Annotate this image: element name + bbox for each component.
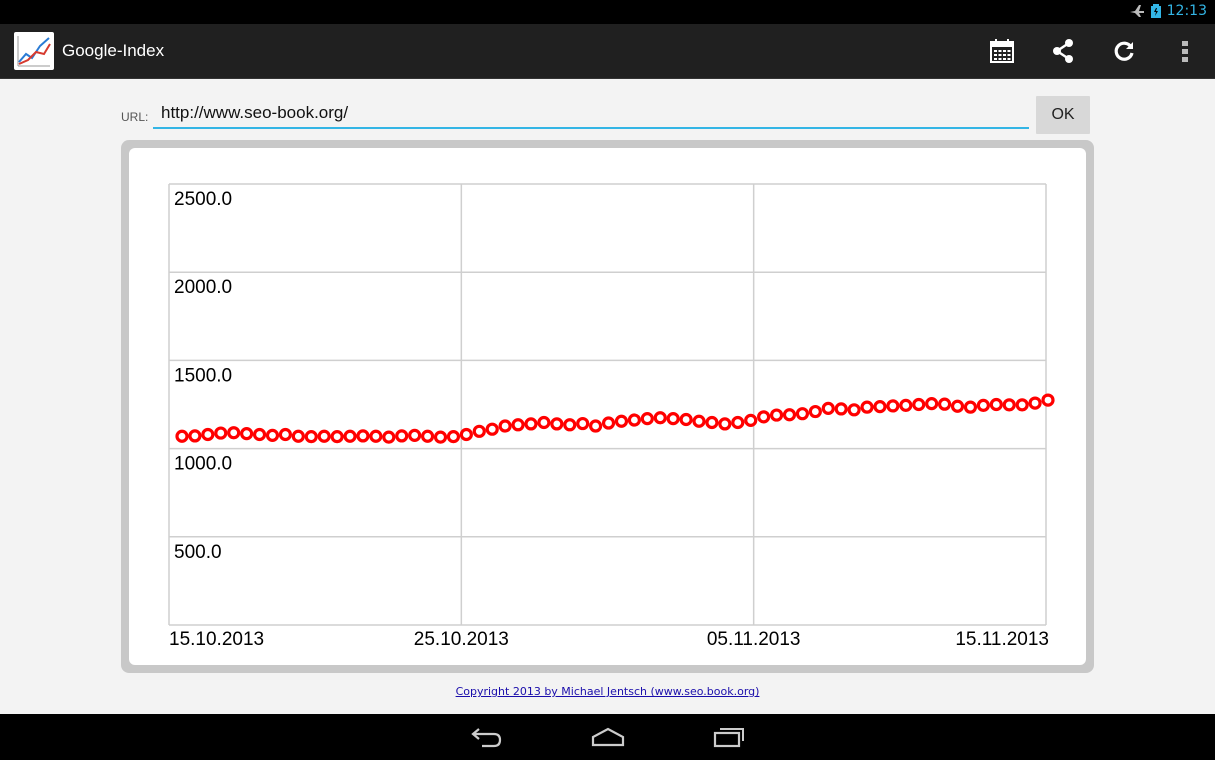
data-point bbox=[420, 429, 435, 443]
data-point bbox=[912, 397, 926, 412]
x-tick-label: 25.10.2013 bbox=[414, 629, 509, 650]
data-point bbox=[304, 430, 318, 444]
nav-bar bbox=[0, 714, 1215, 760]
chart-panel: 2500.0 2000.0 1500.0 1000.0 500.0 15.10.2013 2… bbox=[129, 148, 1086, 665]
data-point bbox=[679, 412, 693, 427]
data-point bbox=[330, 430, 344, 444]
data-point bbox=[899, 398, 913, 412]
x-tick-label: 05.11.2013 bbox=[707, 629, 801, 650]
data-point bbox=[795, 407, 810, 421]
data-point bbox=[834, 402, 848, 416]
data-point bbox=[718, 417, 732, 431]
data-point bbox=[265, 428, 280, 442]
data-point bbox=[563, 418, 577, 432]
data-point bbox=[1028, 396, 1042, 410]
share-icon[interactable] bbox=[1043, 32, 1083, 70]
data-point bbox=[653, 411, 667, 425]
y-tick-label: 2000.0 bbox=[174, 277, 232, 298]
data-point bbox=[291, 429, 305, 443]
y-tick-label: 2500.0 bbox=[174, 189, 232, 210]
data-point bbox=[576, 416, 590, 431]
data-point bbox=[744, 413, 758, 427]
data-point bbox=[240, 427, 254, 441]
overflow-menu-icon[interactable] bbox=[1165, 32, 1205, 70]
data-point bbox=[188, 429, 202, 443]
x-tick-label: 15.10.2013 bbox=[169, 629, 264, 650]
app-logo-icon[interactable] bbox=[14, 32, 54, 70]
data-point bbox=[524, 417, 538, 431]
status-bar: 12:13 bbox=[0, 0, 1215, 24]
data-point bbox=[485, 422, 499, 436]
data-point bbox=[1041, 393, 1055, 407]
url-label: URL: bbox=[121, 110, 149, 124]
airplane-icon bbox=[1129, 4, 1145, 18]
data-point bbox=[925, 397, 939, 411]
data-point bbox=[937, 397, 952, 411]
data-point bbox=[356, 429, 370, 443]
data-point bbox=[369, 429, 383, 443]
data-point bbox=[1002, 398, 1016, 412]
data-point bbox=[498, 419, 512, 433]
data-point bbox=[769, 408, 784, 422]
data-point bbox=[692, 414, 706, 428]
data-point bbox=[757, 410, 771, 424]
data-point bbox=[201, 427, 215, 442]
data-point bbox=[886, 399, 900, 413]
data-point bbox=[666, 412, 680, 426]
data-point bbox=[847, 403, 861, 417]
data-point bbox=[860, 400, 874, 414]
data-point bbox=[950, 399, 965, 413]
y-tick-label: 1500.0 bbox=[174, 365, 232, 386]
copyright-link[interactable]: Copyright 2013 by Michael Jentsch (www.s… bbox=[455, 685, 760, 698]
data-point bbox=[214, 426, 228, 440]
index-chart: 2500.0 2000.0 1500.0 1000.0 500.0 15.10.2013 2… bbox=[168, 183, 1055, 650]
data-point bbox=[640, 412, 654, 426]
data-point bbox=[731, 415, 745, 430]
home-icon[interactable] bbox=[578, 722, 638, 752]
data-point bbox=[782, 408, 797, 422]
data-point bbox=[317, 429, 331, 443]
data-point bbox=[614, 414, 629, 428]
data-point bbox=[537, 415, 551, 430]
data-point bbox=[446, 430, 461, 444]
data-point bbox=[627, 413, 641, 427]
data-point bbox=[382, 430, 396, 444]
data-point bbox=[459, 427, 473, 442]
recents-icon[interactable] bbox=[699, 722, 759, 752]
data-point bbox=[227, 426, 241, 440]
ok-button[interactable]: OK bbox=[1036, 96, 1090, 134]
data-point bbox=[278, 427, 293, 442]
data-point bbox=[1015, 398, 1029, 412]
action-bar: Google-Index bbox=[0, 24, 1215, 79]
data-point bbox=[511, 418, 525, 432]
data-point bbox=[601, 416, 616, 430]
refresh-icon[interactable] bbox=[1104, 32, 1144, 70]
data-point bbox=[433, 430, 448, 444]
calendar-icon[interactable] bbox=[982, 32, 1022, 70]
data-point bbox=[963, 400, 978, 414]
y-tick-label: 1000.0 bbox=[174, 454, 232, 475]
data-point bbox=[550, 417, 564, 431]
data-point bbox=[408, 428, 422, 442]
data-point bbox=[472, 424, 486, 438]
chart-frame: 2500.0 2000.0 1500.0 1000.0 500.0 15.10.2013 2… bbox=[121, 140, 1094, 673]
x-tick-label: 15.11.2013 bbox=[955, 629, 1049, 650]
url-input[interactable] bbox=[153, 99, 1029, 129]
data-point bbox=[395, 429, 409, 443]
data-point bbox=[821, 401, 835, 415]
data-point bbox=[873, 400, 887, 414]
data-point bbox=[343, 429, 357, 443]
data-point bbox=[808, 404, 822, 419]
data-point bbox=[589, 419, 603, 433]
status-time: 12:13 bbox=[1166, 3, 1207, 19]
data-point bbox=[175, 429, 189, 443]
battery-icon bbox=[1150, 4, 1161, 18]
app-title: Google-Index bbox=[62, 41, 165, 60]
data-point bbox=[989, 397, 1003, 412]
data-point bbox=[252, 427, 267, 442]
data-point bbox=[705, 415, 719, 430]
back-icon[interactable] bbox=[456, 722, 516, 752]
data-point bbox=[976, 398, 990, 412]
y-tick-label: 500.0 bbox=[174, 542, 222, 563]
